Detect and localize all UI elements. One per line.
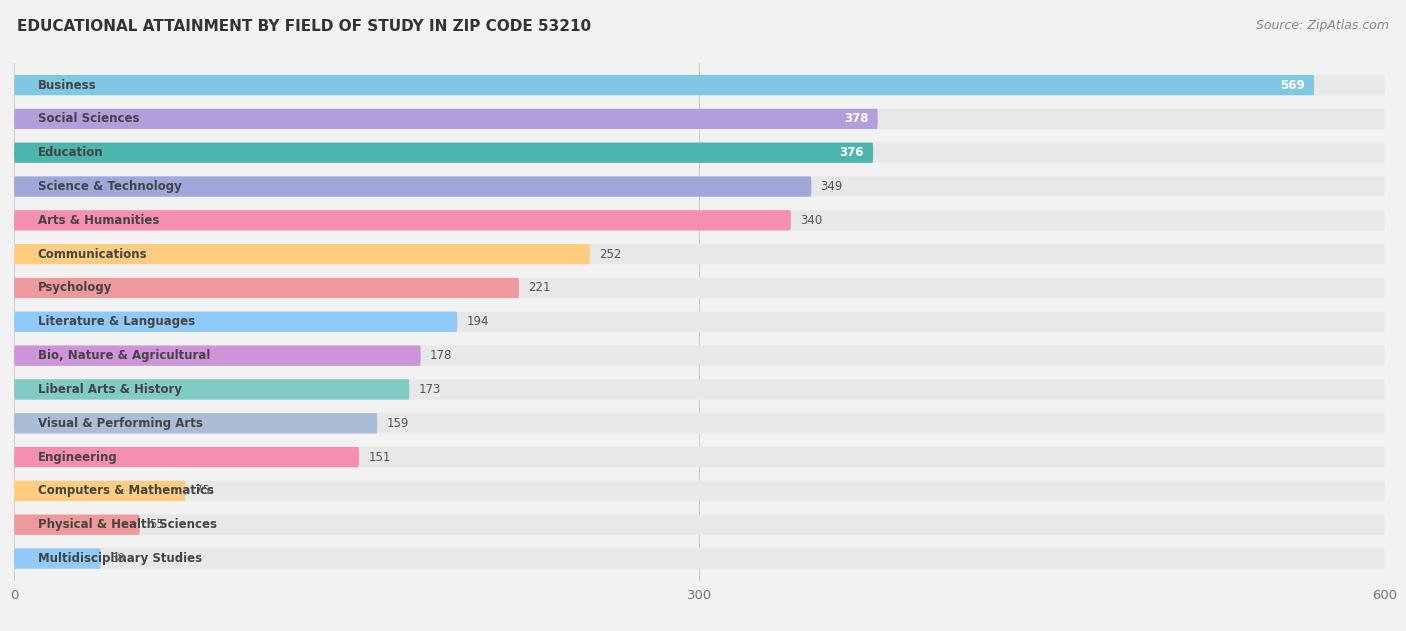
Text: 376: 376 bbox=[839, 146, 863, 159]
Text: 569: 569 bbox=[1281, 79, 1305, 91]
FancyBboxPatch shape bbox=[14, 278, 519, 298]
FancyBboxPatch shape bbox=[14, 447, 359, 467]
Text: 221: 221 bbox=[529, 281, 551, 295]
FancyBboxPatch shape bbox=[14, 379, 409, 399]
Text: 159: 159 bbox=[387, 416, 409, 430]
FancyBboxPatch shape bbox=[14, 548, 101, 569]
FancyBboxPatch shape bbox=[14, 109, 877, 129]
FancyBboxPatch shape bbox=[14, 379, 1385, 399]
FancyBboxPatch shape bbox=[14, 210, 1385, 230]
FancyBboxPatch shape bbox=[14, 413, 1385, 433]
FancyBboxPatch shape bbox=[14, 447, 1385, 467]
FancyBboxPatch shape bbox=[14, 514, 1385, 535]
FancyBboxPatch shape bbox=[14, 177, 1385, 197]
Text: Liberal Arts & History: Liberal Arts & History bbox=[38, 383, 181, 396]
FancyBboxPatch shape bbox=[14, 109, 1385, 129]
Text: 378: 378 bbox=[844, 112, 869, 126]
FancyBboxPatch shape bbox=[14, 481, 186, 501]
Text: Visual & Performing Arts: Visual & Performing Arts bbox=[38, 416, 202, 430]
Text: Literature & Languages: Literature & Languages bbox=[38, 316, 194, 328]
FancyBboxPatch shape bbox=[14, 481, 1385, 501]
Text: 194: 194 bbox=[467, 316, 489, 328]
FancyBboxPatch shape bbox=[14, 312, 1385, 332]
Text: Computers & Mathematics: Computers & Mathematics bbox=[38, 485, 214, 497]
Text: 178: 178 bbox=[430, 349, 453, 362]
Text: 252: 252 bbox=[599, 248, 621, 261]
Text: EDUCATIONAL ATTAINMENT BY FIELD OF STUDY IN ZIP CODE 53210: EDUCATIONAL ATTAINMENT BY FIELD OF STUDY… bbox=[17, 19, 591, 34]
Text: 349: 349 bbox=[821, 180, 844, 193]
Text: 55: 55 bbox=[149, 518, 163, 531]
FancyBboxPatch shape bbox=[14, 244, 591, 264]
Text: Psychology: Psychology bbox=[38, 281, 112, 295]
Text: 173: 173 bbox=[419, 383, 441, 396]
Text: 340: 340 bbox=[800, 214, 823, 227]
Text: 151: 151 bbox=[368, 451, 391, 464]
Text: 75: 75 bbox=[194, 485, 209, 497]
FancyBboxPatch shape bbox=[14, 177, 811, 197]
Text: Arts & Humanities: Arts & Humanities bbox=[38, 214, 159, 227]
FancyBboxPatch shape bbox=[14, 143, 873, 163]
FancyBboxPatch shape bbox=[14, 75, 1315, 95]
FancyBboxPatch shape bbox=[14, 244, 1385, 264]
FancyBboxPatch shape bbox=[14, 413, 377, 433]
Text: Social Sciences: Social Sciences bbox=[38, 112, 139, 126]
FancyBboxPatch shape bbox=[14, 346, 420, 366]
FancyBboxPatch shape bbox=[14, 278, 1385, 298]
FancyBboxPatch shape bbox=[14, 210, 790, 230]
Text: Multidisciplinary Studies: Multidisciplinary Studies bbox=[38, 552, 201, 565]
FancyBboxPatch shape bbox=[14, 346, 1385, 366]
Text: Source: ZipAtlas.com: Source: ZipAtlas.com bbox=[1256, 19, 1389, 32]
FancyBboxPatch shape bbox=[14, 75, 1385, 95]
FancyBboxPatch shape bbox=[14, 514, 139, 535]
Text: Education: Education bbox=[38, 146, 103, 159]
Text: 38: 38 bbox=[110, 552, 125, 565]
Text: Bio, Nature & Agricultural: Bio, Nature & Agricultural bbox=[38, 349, 209, 362]
Text: Communications: Communications bbox=[38, 248, 148, 261]
FancyBboxPatch shape bbox=[14, 548, 1385, 569]
Text: Physical & Health Sciences: Physical & Health Sciences bbox=[38, 518, 217, 531]
Text: Business: Business bbox=[38, 79, 96, 91]
FancyBboxPatch shape bbox=[14, 143, 1385, 163]
Text: Engineering: Engineering bbox=[38, 451, 117, 464]
FancyBboxPatch shape bbox=[14, 312, 457, 332]
Text: Science & Technology: Science & Technology bbox=[38, 180, 181, 193]
